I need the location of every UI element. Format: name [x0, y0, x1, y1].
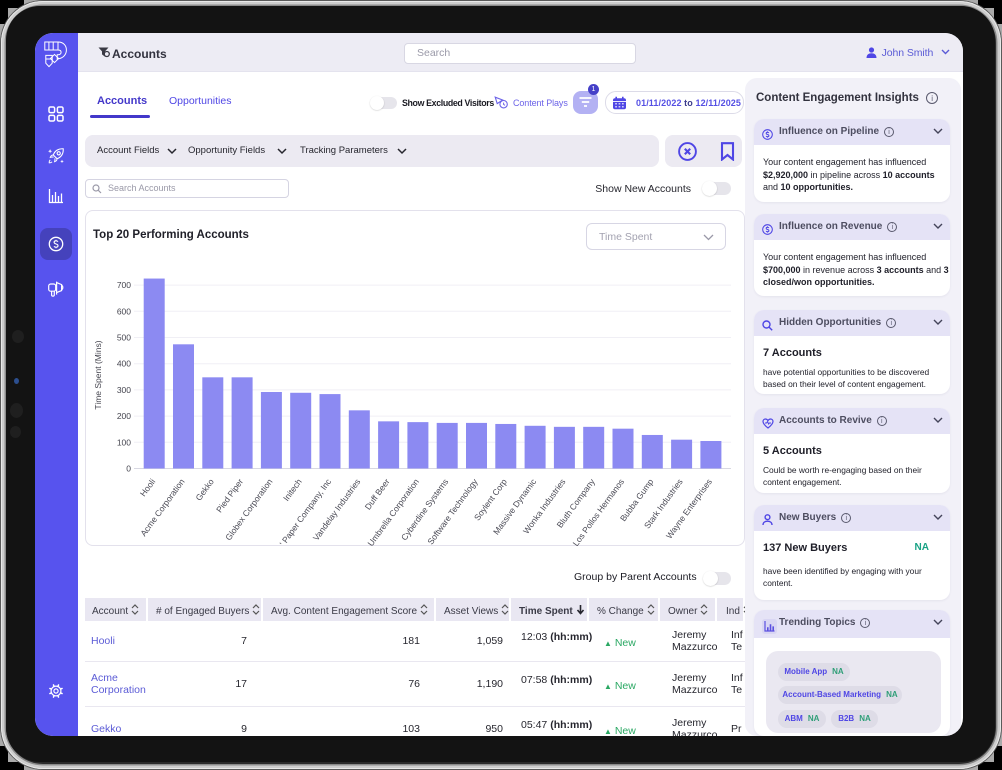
- svg-text:Time Spent (Mins): Time Spent (Mins): [93, 340, 103, 409]
- svg-text:Pied Piper: Pied Piper: [214, 477, 245, 515]
- svg-text:500: 500: [117, 333, 131, 343]
- svg-text:100: 100: [117, 437, 131, 447]
- svg-text:Los Pollos Hermanos: Los Pollos Hermanos: [571, 477, 627, 546]
- svg-text:' Paper Company, Inc: ' Paper Company, Inc: [278, 476, 334, 546]
- svg-text:600: 600: [117, 306, 131, 316]
- svg-text:Duff Beer: Duff Beer: [363, 477, 392, 512]
- svg-text:Initech: Initech: [281, 477, 304, 503]
- svg-text:Umbrella Corporation: Umbrella Corporation: [365, 477, 421, 546]
- svg-text:Gekko: Gekko: [193, 477, 216, 503]
- svg-text:400: 400: [117, 359, 131, 369]
- svg-text:300: 300: [117, 385, 131, 395]
- svg-text:700: 700: [117, 280, 131, 290]
- svg-text:Hooli: Hooli: [138, 477, 158, 499]
- svg-text:0: 0: [126, 464, 131, 474]
- svg-text:200: 200: [117, 411, 131, 421]
- svg-text:Software Technology: Software Technology: [425, 476, 480, 546]
